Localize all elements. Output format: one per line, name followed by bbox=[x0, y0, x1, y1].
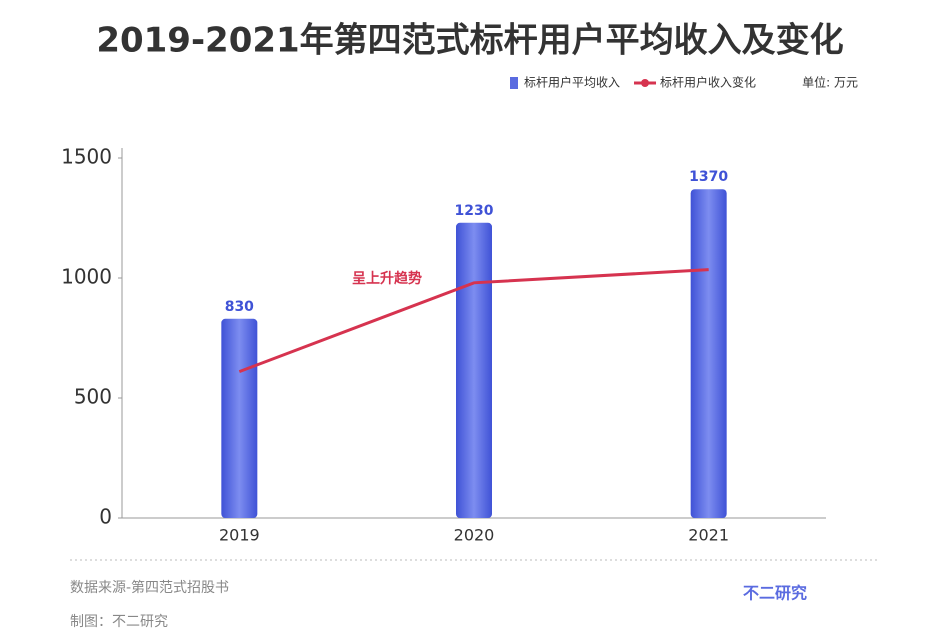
y-tick-label: 0 bbox=[99, 505, 112, 529]
legend-swatch bbox=[510, 77, 518, 89]
legend-swatch bbox=[641, 79, 650, 87]
y-tick-label: 1500 bbox=[61, 145, 112, 169]
watermark: 不二研究 bbox=[743, 584, 807, 603]
x-tick-label: 2020 bbox=[454, 526, 495, 545]
y-tick-label: 500 bbox=[74, 385, 112, 409]
value-label: 830 bbox=[225, 299, 254, 315]
trend-line bbox=[238, 268, 709, 374]
annotation: 呈上升趋势 bbox=[352, 270, 422, 287]
y-tick-label: 1000 bbox=[61, 265, 112, 289]
bar bbox=[456, 222, 492, 519]
x-tick-label: 2019 bbox=[219, 526, 260, 545]
source-note: 数据来源-第四范式招股书 bbox=[70, 579, 229, 596]
x-tick-label: 2021 bbox=[688, 526, 729, 545]
credit-note: 制图：不二研究 bbox=[70, 614, 168, 630]
value-label: 1230 bbox=[455, 203, 494, 219]
legend-label: 标杆用户平均收入 bbox=[524, 75, 620, 90]
legend-label: 标杆用户收入变化 bbox=[660, 75, 756, 90]
bar bbox=[690, 189, 727, 518]
unit-label: 单位: 万元 bbox=[802, 75, 858, 90]
bar bbox=[221, 318, 258, 518]
chart-title: 2019-2021年第四范式标杆用户平均收入及变化 bbox=[96, 21, 843, 61]
value-label: 1370 bbox=[689, 169, 728, 185]
